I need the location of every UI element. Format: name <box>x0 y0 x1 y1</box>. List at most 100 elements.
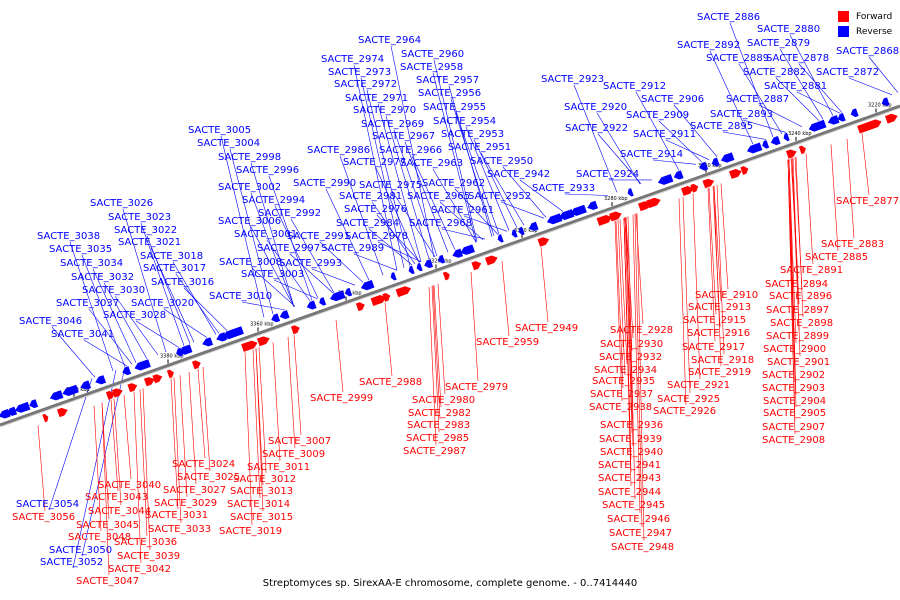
leader-line <box>335 319 344 393</box>
leader-line <box>114 295 159 356</box>
forward-gene-arrow <box>127 383 138 393</box>
forward-gene-arrow <box>395 286 412 298</box>
tick-label: 3360 kbp <box>250 322 274 328</box>
forward-gene-arrow <box>885 113 898 124</box>
reverse-gene-label: SACTE_2994 <box>242 195 305 206</box>
reverse-gene-arrow <box>657 174 674 185</box>
forward-gene-arrow <box>56 407 68 418</box>
forward-gene-label: SACTE_2896 <box>769 291 832 302</box>
leader-line <box>377 241 422 263</box>
reverse-gene-label: SACTE_2958 <box>400 62 463 73</box>
forward-gene-label: SACTE_2877 <box>836 196 899 207</box>
forward-gene-label: SACTE_2936 <box>600 420 663 431</box>
forward-gene-label: SACTE_3019 <box>219 526 282 537</box>
reverse-gene-label: SACTE_2895 <box>690 121 753 132</box>
leader-line <box>197 368 206 459</box>
leader-line <box>92 268 137 363</box>
leader-line <box>250 226 295 307</box>
leader-line <box>51 326 96 378</box>
forward-gene-arrow <box>166 369 174 379</box>
reverse-gene-label: SACTE_3026 <box>90 198 153 209</box>
reverse-gene-label: SACTE_2981 <box>339 191 402 202</box>
reverse-gene-arrow <box>178 344 193 355</box>
forward-gene-arrow <box>740 166 749 175</box>
reverse-gene-arrow <box>518 226 525 236</box>
leader-line <box>788 159 797 408</box>
forward-gene-arrow <box>681 186 694 196</box>
leader-line <box>393 129 438 257</box>
forward-gene-arrow <box>485 255 498 266</box>
reverse-gene-arrow <box>229 326 244 337</box>
leader-line <box>139 389 148 537</box>
reverse-gene-arrow <box>306 300 317 310</box>
leader-line <box>258 347 267 474</box>
leader-line <box>636 213 645 542</box>
forward-gene-label: SACTE_2935 <box>592 376 655 387</box>
forward-gene-arrow <box>42 413 49 423</box>
reverse-gene-label: SACTE_2886 <box>697 12 760 23</box>
leader-line <box>135 320 180 348</box>
forward-gene-label: SACTE_2917 <box>682 342 745 353</box>
reverse-gene-arrow <box>329 290 346 302</box>
reverse-gene-arrow <box>627 188 634 197</box>
forward-gene-label: SACTE_2883 <box>821 239 884 250</box>
forward-gene-label: SACTE_3045 <box>76 520 139 531</box>
forward-gene-arrow <box>241 340 258 352</box>
reverse-gene-label: SACTE_2881 <box>764 81 827 92</box>
leader-line <box>615 220 624 389</box>
forward-gene-arrow <box>471 261 482 271</box>
reverse-gene-label: SACTE_3041 <box>51 329 114 340</box>
leader-line <box>564 193 609 196</box>
reverse-gene-arrow <box>827 115 840 125</box>
forward-gene-label: SACTE_3036 <box>114 537 177 548</box>
leader-line <box>596 112 641 185</box>
reverse-gene-arrow <box>720 152 735 163</box>
leader-line <box>619 219 628 365</box>
leader-line <box>81 366 126 557</box>
leader-line <box>140 222 185 346</box>
axis-line <box>0 104 900 427</box>
forward-gene-label: SACTE_2945 <box>602 500 665 511</box>
leader-line <box>713 185 722 302</box>
leader-line <box>678 198 687 406</box>
reverse-gene-arrow <box>345 287 353 297</box>
leader-line <box>432 72 477 243</box>
reverse-gene-arrow <box>122 366 132 376</box>
leader-line <box>251 267 296 307</box>
leader-line <box>241 301 286 311</box>
reverse-gene-label: SACTE_3006 <box>218 216 281 227</box>
legend-reverse: Reverse <box>838 24 892 39</box>
leader-line <box>179 375 188 498</box>
reverse-gene-label: SACTE_2920 <box>564 102 627 113</box>
reverse-gene-arrow <box>95 375 107 385</box>
reverse-gene-arrow <box>497 234 504 243</box>
reverse-gene-label: SACTE_2998 <box>218 152 281 163</box>
reverse-gene-label: SACTE_2889 <box>706 53 769 64</box>
leader-line <box>846 138 855 239</box>
leader-line <box>404 141 449 253</box>
leader-line <box>133 391 142 564</box>
leader-line <box>805 153 814 265</box>
leader-line <box>433 59 478 242</box>
gene-features <box>0 97 898 423</box>
reverse-gene-arrow <box>587 200 599 210</box>
reverse-gene-label: SACTE_2974 <box>321 54 384 65</box>
reverse-gene-label: SACTE_3017 <box>143 263 206 274</box>
leader-line <box>93 405 102 532</box>
forward-swatch <box>838 11 849 22</box>
forward-gene-arrow <box>111 388 123 398</box>
leader-line <box>311 268 356 286</box>
reverse-gene-arrow <box>360 279 375 291</box>
reverse-gene-arrow <box>29 399 39 409</box>
leader-line <box>861 133 870 196</box>
leader-line <box>274 205 319 299</box>
leader-line <box>627 216 636 500</box>
reverse-gene-arrow <box>0 408 11 419</box>
leader-line <box>673 104 718 158</box>
leader-line <box>101 402 110 520</box>
forward-gene-label: SACTE_2941 <box>598 460 661 471</box>
reverse-gene-label: SACTE_2954 <box>433 116 496 127</box>
leader-line <box>268 175 313 301</box>
reverse-gene-arrow <box>673 170 684 180</box>
reverse-gene-arrow <box>62 384 79 396</box>
